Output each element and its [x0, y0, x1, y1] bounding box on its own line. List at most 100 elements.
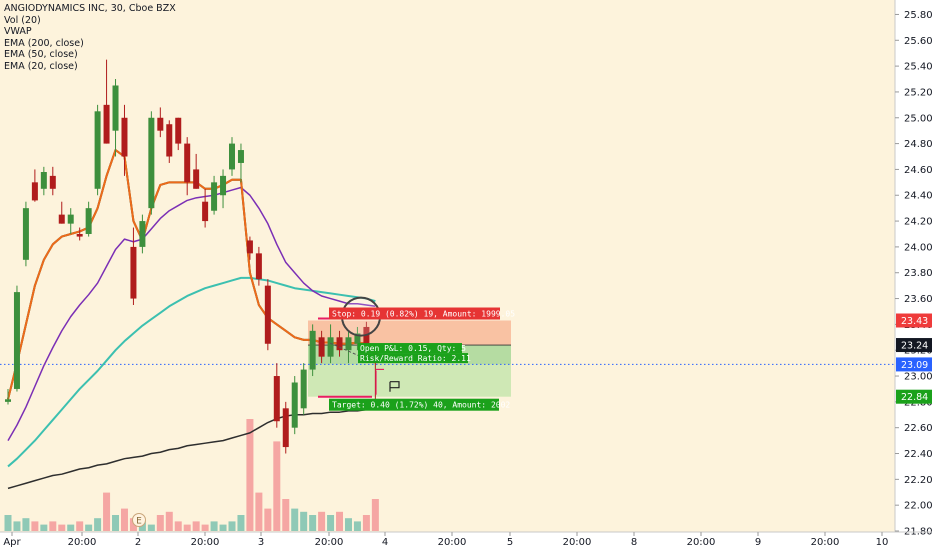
candle-body	[175, 117, 182, 144]
volume-bar	[4, 515, 12, 531]
volume-bar	[318, 511, 326, 531]
candle	[282, 401, 289, 454]
volume-bar	[76, 521, 84, 531]
chart-legend: ANGIODYNAMICS INC, 30, Cboe BZX Vol (20)…	[4, 3, 176, 72]
candle	[175, 117, 182, 151]
indicator-ema20[interactable]: EMA (20, close)	[4, 60, 78, 72]
candle	[264, 279, 271, 351]
time-tick-label: 20:00	[315, 537, 344, 548]
candle-body	[354, 333, 361, 344]
indicator-ema200[interactable]: EMA (200, close)	[4, 37, 84, 49]
time-tick-label: 20:00	[563, 537, 592, 548]
price-tick-label: 22.40	[904, 449, 932, 460]
candle-body	[211, 182, 218, 211]
time-tick-label: Apr	[3, 537, 21, 548]
volume-bar	[120, 508, 128, 531]
volume-bar	[291, 508, 299, 531]
volume-bar	[40, 524, 48, 531]
candle-body	[76, 233, 83, 237]
price-tick-label: 24.60	[904, 165, 932, 176]
time-tick-label: 20:00	[687, 537, 716, 548]
earnings-marker-label: E	[136, 517, 142, 527]
candle-body	[237, 150, 244, 163]
candle-body	[184, 143, 191, 183]
target-zone	[308, 364, 511, 397]
chart-title[interactable]: ANGIODYNAMICS INC, 30, Cboe BZX	[4, 3, 176, 14]
candle	[345, 330, 352, 364]
volume-bar	[344, 518, 352, 531]
price-tick-label: 23.80	[904, 268, 932, 279]
candle-body	[40, 172, 47, 189]
volume-bar	[327, 515, 335, 531]
indicator-vwap[interactable]: VWAP	[4, 26, 32, 37]
volume-bar	[255, 492, 263, 531]
volume-bar	[201, 524, 209, 531]
volume-bar	[246, 419, 254, 531]
price-tick-label: 24.40	[904, 191, 932, 202]
ratio-label-bg	[358, 353, 468, 364]
candle	[121, 104, 128, 176]
volume-bar	[353, 521, 361, 531]
candle	[13, 285, 20, 392]
volume-bar	[273, 441, 281, 531]
pnl-label: Open P&L: 0.15, Qty: 5	[360, 344, 466, 353]
candle	[31, 169, 38, 202]
ratio-label: Risk/Reward Ratio: 2.11	[360, 354, 471, 363]
volume-bar	[336, 511, 344, 531]
volume-bar	[112, 515, 120, 531]
candle-body	[318, 337, 325, 357]
stop-label-bg	[329, 307, 500, 320]
time-tick-label: 5	[507, 537, 513, 548]
price-tag-bg	[896, 338, 932, 353]
candle-body	[229, 143, 235, 170]
indicator-volume[interactable]: Vol (20)	[4, 14, 41, 26]
price-tag-label: 23.24	[901, 341, 928, 352]
price-tag-bg	[896, 357, 932, 372]
candle-body	[300, 369, 307, 409]
volume-bar	[85, 524, 93, 531]
candle-body	[130, 246, 137, 299]
candle-body	[139, 221, 146, 247]
candle-body	[246, 240, 253, 254]
ema50-line	[7, 186, 376, 441]
candle-body	[121, 117, 128, 157]
time-tick-label: 8	[631, 537, 637, 548]
candle-body	[31, 182, 38, 201]
price-tick-label: 25.20	[904, 87, 932, 98]
candle	[220, 169, 227, 209]
candle	[85, 201, 92, 237]
earnings-marker-icon	[132, 513, 146, 527]
time-tick-label: 4	[382, 537, 388, 548]
time-tick-label: 20:00	[438, 537, 467, 548]
target-label-bg	[329, 398, 499, 411]
candle-body	[166, 124, 173, 157]
price-tick-label: 23.60	[904, 294, 932, 305]
candle-body	[22, 208, 29, 260]
candle-body	[58, 214, 65, 224]
candle	[67, 208, 74, 234]
candle	[184, 137, 191, 196]
candle	[211, 175, 218, 215]
candle	[58, 201, 65, 224]
price-tag-label: 22.84	[901, 392, 928, 403]
volume-bar	[264, 508, 272, 531]
indicator-ema50[interactable]: EMA (50, close)	[4, 49, 78, 60]
pnl-label-bg	[358, 343, 462, 354]
price-tag-bg	[896, 389, 932, 404]
volume-bar	[219, 524, 227, 531]
candle-body	[220, 175, 227, 196]
price-tick-label: 24.20	[904, 217, 932, 228]
volume-bar	[192, 521, 200, 531]
price-tick-label: 25.00	[904, 113, 932, 124]
volume-bar	[362, 515, 370, 531]
candle-body	[327, 337, 334, 357]
candle	[22, 201, 29, 267]
time-tick-label: 20:00	[811, 537, 840, 548]
volume-bar	[49, 521, 57, 531]
candle	[300, 363, 307, 415]
candle-body	[67, 214, 74, 224]
volume-bar	[174, 521, 182, 531]
price-tick-label: 25.40	[904, 62, 932, 73]
